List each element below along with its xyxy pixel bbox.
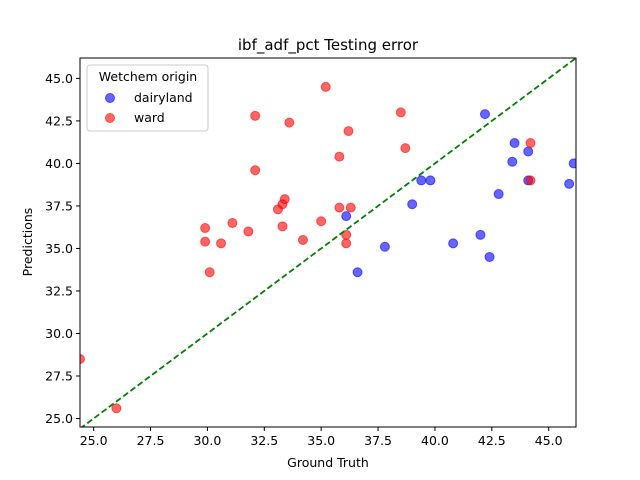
data-point-ward-1 <box>111 403 122 414</box>
data-point-dairyland-8 <box>479 109 490 120</box>
y-tick-label: 40.0 <box>45 156 73 171</box>
data-point-dairyland-13 <box>523 146 534 157</box>
data-point-dairyland-3 <box>407 199 418 210</box>
data-point-ward-7 <box>243 226 254 237</box>
y-axis-label: Predictions <box>20 208 35 277</box>
y-tick-label: 30.0 <box>45 326 73 341</box>
data-point-dairyland-7 <box>475 229 486 240</box>
data-point-dairyland-4 <box>416 175 427 186</box>
x-tick-label: 37.5 <box>364 433 392 448</box>
data-point-dairyland-16 <box>568 158 576 169</box>
y-axis-ticks: 25.0 27.5 30.0 32.5 35.0 37.5 40.0 42.5 45.0 <box>45 71 80 426</box>
y-tick-label: 45.0 <box>45 71 73 86</box>
data-point-dairyland-15 <box>564 178 575 189</box>
x-tick-label: 40.0 <box>421 433 449 448</box>
data-point-ward-12 <box>277 221 288 232</box>
y-tick-label: 35.0 <box>45 241 73 256</box>
x-tick-label: 30.0 <box>193 433 221 448</box>
identity-reference-line <box>80 58 576 427</box>
axes-frame <box>79 57 577 428</box>
y-tick-label: 27.5 <box>45 368 73 383</box>
data-point-ward-14 <box>284 117 295 128</box>
legend-marker-ward <box>105 113 115 123</box>
x-axis-ticks: 25.0 27.5 30.0 32.5 35.0 37.5 40.0 42.5 45.0 <box>80 427 563 448</box>
data-point-dairyland-2 <box>379 241 390 252</box>
x-axis-label: Ground Truth <box>287 455 369 470</box>
y-tick-label: 37.5 <box>45 198 73 213</box>
data-point-dairyland-10 <box>493 189 504 200</box>
data-point-ward-8 <box>250 110 261 121</box>
data-point-ward-21 <box>341 238 352 249</box>
data-point-ward-27 <box>525 175 536 186</box>
data-point-ward-16 <box>316 216 327 227</box>
data-point-ward-6 <box>227 217 238 228</box>
legend-marker-dairyland <box>105 93 115 103</box>
x-tick-label: 32.5 <box>250 433 278 448</box>
data-point-ward-0 <box>80 353 85 364</box>
x-tick-label: 45.0 <box>535 433 563 448</box>
data-point-ward-9 <box>250 165 261 176</box>
data-point-dairyland-5 <box>425 175 436 186</box>
data-point-ward-24 <box>395 107 406 118</box>
legend-title: Wetchem origin <box>99 69 197 84</box>
data-point-dairyland-9 <box>484 251 495 262</box>
data-point-ward-17 <box>320 81 331 92</box>
legend-box <box>86 64 209 132</box>
plot-area <box>80 58 576 427</box>
data-point-ward-4 <box>204 267 215 278</box>
data-point-ward-26 <box>525 138 536 149</box>
x-tick-label: 25.0 <box>80 433 108 448</box>
data-point-dairyland-1 <box>352 267 363 278</box>
data-point-dairyland-0 <box>341 211 352 222</box>
legend-label-dairyland: dairyland <box>134 90 193 105</box>
x-tick-label: 35.0 <box>307 433 335 448</box>
x-tick-label: 42.5 <box>478 433 506 448</box>
x-tick-label: 27.5 <box>137 433 165 448</box>
data-point-ward-15 <box>297 234 308 245</box>
y-tick-label: 25.0 <box>45 411 73 426</box>
chart-title: ibf_adf_pct Testing error <box>238 36 419 55</box>
data-point-ward-18 <box>334 202 345 213</box>
data-point-ward-19 <box>334 151 345 162</box>
data-point-ward-5 <box>216 238 227 249</box>
data-point-ward-25 <box>400 143 411 154</box>
data-point-ward-3 <box>200 236 211 247</box>
data-point-dairyland-6 <box>448 238 459 249</box>
legend-label-ward: ward <box>134 110 165 125</box>
data-point-ward-23 <box>345 202 356 213</box>
data-point-dairyland-12 <box>509 138 520 149</box>
y-tick-label: 42.5 <box>45 113 73 128</box>
legend: Wetchem origin dairyland ward <box>86 64 209 132</box>
data-point-ward-13 <box>279 194 290 205</box>
data-point-ward-22 <box>343 126 354 137</box>
data-point-dairyland-11 <box>507 156 518 167</box>
y-tick-label: 32.5 <box>45 283 73 298</box>
data-point-ward-2 <box>200 223 211 234</box>
